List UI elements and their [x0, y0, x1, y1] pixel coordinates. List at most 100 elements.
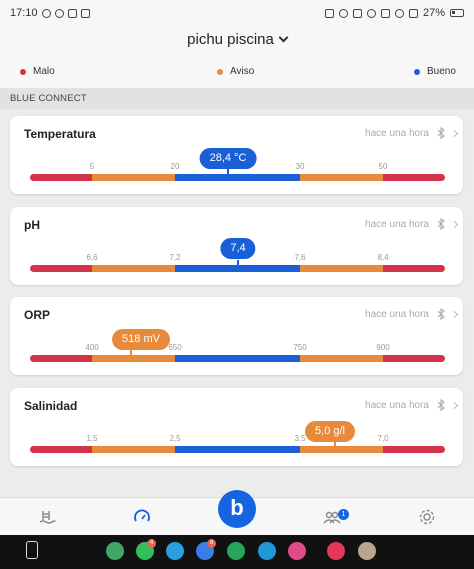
wifi-icon	[394, 8, 404, 18]
tick-label: 6,6	[86, 253, 98, 262]
value-bubble: 5,0 g/l	[305, 421, 355, 442]
bluetooth-icon	[437, 127, 445, 139]
tick-label: 7,2	[169, 253, 181, 262]
range-segment-bad	[383, 446, 445, 453]
range-segment-bad	[383, 174, 445, 181]
tick-label: 5	[89, 162, 95, 171]
range-bar	[30, 174, 445, 181]
phone-app-icon[interactable]	[106, 542, 124, 560]
home-icon	[67, 8, 77, 18]
range-bar	[30, 265, 445, 272]
card-temperature[interactable]: Temperatura hace una hora 5 20 30 50 28,…	[10, 116, 463, 194]
value-bubble: 28,4 °C	[199, 148, 257, 169]
wifi-call-icon	[380, 8, 390, 18]
bluetooth-icon	[437, 399, 445, 411]
range-segment-bad	[30, 446, 92, 453]
notification-badge: 1	[338, 509, 349, 520]
tick-label: 7,6	[294, 253, 306, 262]
tick-label: 400	[85, 343, 99, 352]
signal-icon	[408, 8, 418, 18]
value-bubble: 7,4	[220, 238, 256, 259]
recent-apps-icon[interactable]	[26, 541, 38, 559]
blue-logo-button[interactable]: b	[218, 490, 256, 528]
legend-item-bad: Malo	[20, 66, 55, 77]
range-segment-warn	[300, 355, 383, 362]
taskbar-dock: 4 8	[0, 535, 474, 569]
telegram-app-icon[interactable]	[166, 542, 184, 560]
range-segment-bad	[383, 265, 445, 272]
app-header: pichu piscina Malo Aviso Bueno	[0, 26, 474, 88]
range-segment-bad	[30, 355, 92, 362]
card-title: pH	[24, 218, 40, 232]
battery-icon	[450, 9, 464, 17]
community-icon[interactable]	[323, 508, 341, 526]
range-segment-bad	[30, 174, 92, 181]
nfc-icon	[324, 8, 334, 18]
value-marker	[227, 169, 229, 176]
blue-logo-icon: b	[230, 495, 244, 520]
status-legend: Malo Aviso Bueno	[0, 66, 474, 80]
alarm-icon	[366, 8, 376, 18]
business-app-icon[interactable]	[227, 542, 245, 560]
legend-dot-bad	[20, 68, 26, 75]
tick-label: 2,5	[169, 434, 181, 443]
pool-name: pichu piscina	[187, 31, 274, 48]
legend-item-good: Bueno	[414, 66, 456, 77]
mute-icon	[338, 8, 348, 18]
card-title: ORP	[24, 308, 51, 322]
tick-label: 3,5	[294, 434, 306, 443]
tick-label: 20	[170, 162, 180, 171]
range-segment-warn	[300, 174, 383, 181]
value-bubble: 518 mV	[112, 329, 170, 350]
chevron-right-icon	[450, 220, 459, 229]
section-label: BLUE CONNECT	[0, 88, 474, 109]
tick-label: 750	[293, 343, 307, 352]
gauge-icon[interactable]	[133, 508, 151, 526]
tick-label: 7,0	[377, 434, 389, 443]
range-segment-warn	[300, 446, 383, 453]
range-segment-warn	[92, 174, 175, 181]
chevron-down-icon	[278, 32, 289, 43]
card-orp[interactable]: ORP hace una hora 400 650 750 900 518 mV	[10, 297, 463, 375]
settings-icon[interactable]	[418, 508, 436, 526]
bluetooth-icon	[437, 218, 445, 230]
tick-label: 8,4	[377, 253, 389, 262]
chevron-right-icon	[450, 129, 459, 138]
card-time: hace una hora	[365, 309, 429, 320]
value-marker	[130, 350, 132, 357]
app-badge: 8	[207, 539, 216, 548]
edge-app-icon[interactable]	[258, 542, 276, 560]
camera-app-icon[interactable]	[288, 542, 306, 560]
tick-label: 30	[295, 162, 305, 171]
card-time: hace una hora	[365, 219, 429, 230]
tick-label: 1,5	[86, 434, 98, 443]
value-marker	[334, 441, 336, 448]
range-segment-warn	[300, 265, 383, 272]
legend-label-bad: Malo	[33, 66, 55, 77]
pool-icon[interactable]	[38, 508, 56, 526]
blossom-app-icon[interactable]	[327, 542, 345, 560]
bluetooth-icon	[352, 8, 362, 18]
status-bar: 17:10 27%	[0, 0, 474, 26]
status-left: 17:10	[10, 7, 90, 19]
pool-selector[interactable]: pichu piscina	[0, 31, 474, 48]
legend-label-good: Bueno	[427, 66, 456, 77]
battery-percent: 27%	[422, 7, 445, 19]
range-segment-warn	[92, 446, 175, 453]
tick-label: 50	[378, 162, 388, 171]
card-salinity[interactable]: Salinidad hace una hora 1,5 2,5 3,5 7,0 …	[10, 388, 463, 466]
legend-dot-warn	[217, 68, 223, 75]
sync-icon	[54, 8, 64, 18]
tick-label: 650	[168, 343, 182, 352]
tick-label: 900	[376, 343, 390, 352]
status-right: 27%	[324, 7, 464, 19]
card-title: Salinidad	[24, 399, 78, 413]
gallery-app-icon[interactable]	[358, 542, 376, 560]
range-segment-good	[175, 265, 300, 272]
range-segment-bad	[30, 265, 92, 272]
range-segment-bad	[383, 355, 445, 362]
range-segment-warn	[92, 355, 175, 362]
card-ph[interactable]: pH hace una hora 6,6 7,2 7,6 8,4 7,4	[10, 207, 463, 285]
legend-item-warn: Aviso	[217, 66, 254, 77]
range-bar	[30, 355, 445, 362]
